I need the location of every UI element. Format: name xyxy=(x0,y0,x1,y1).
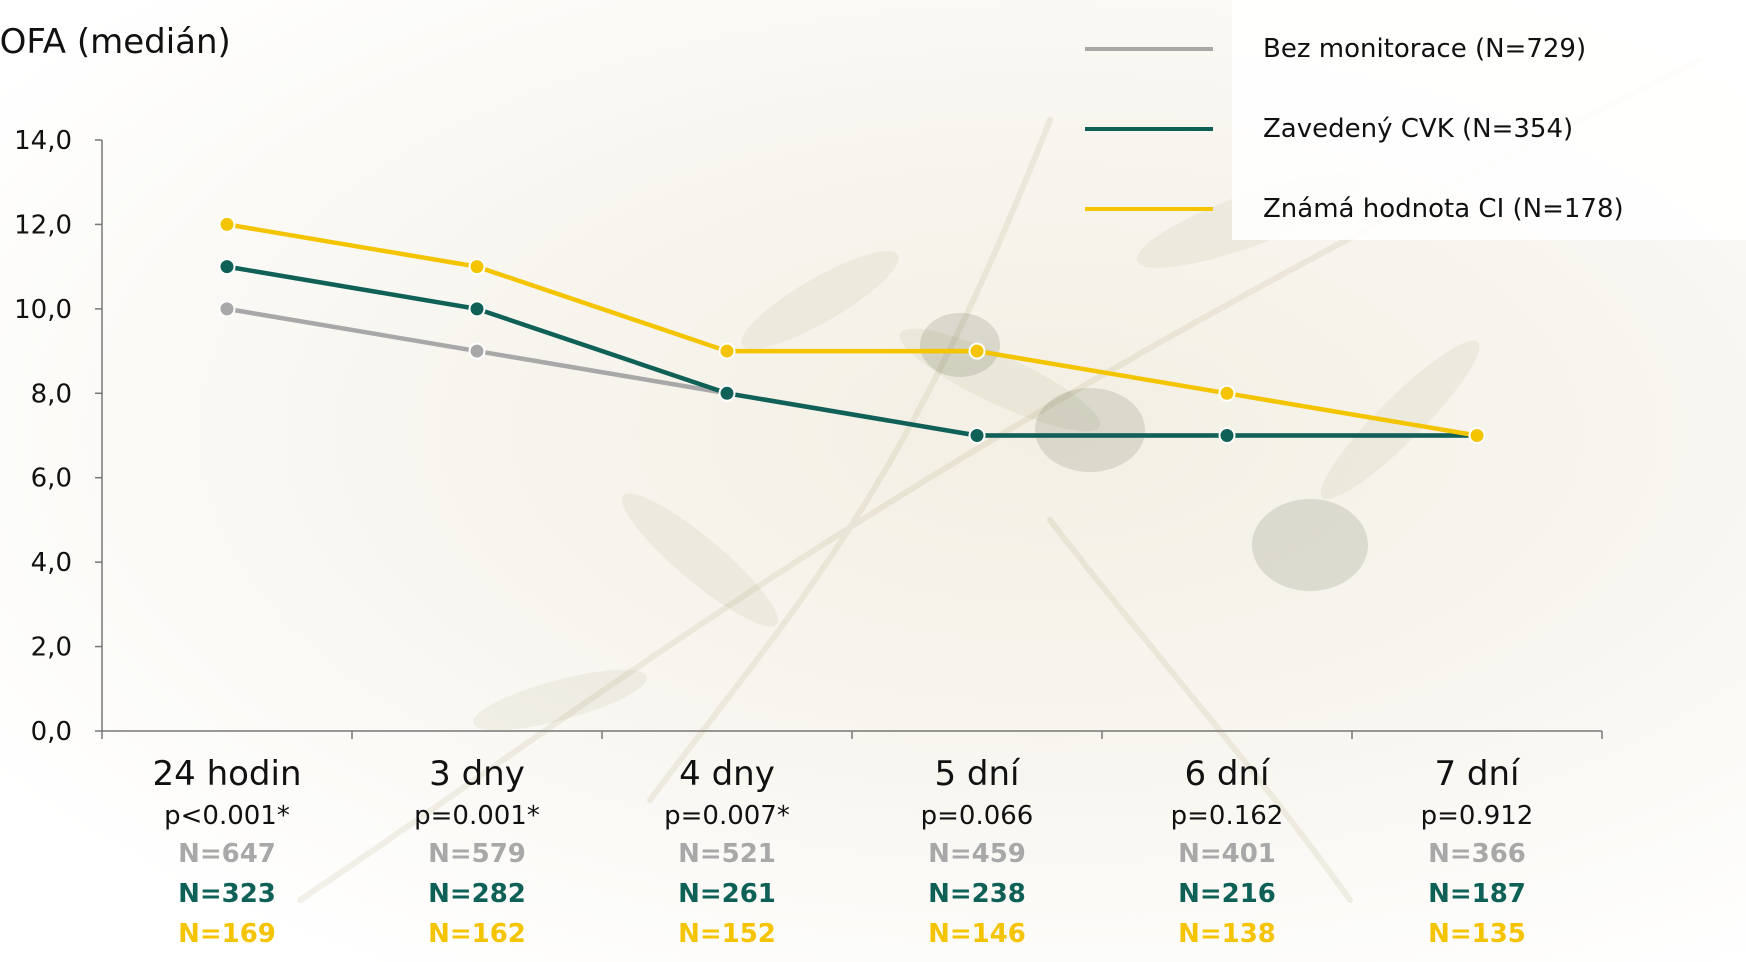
p-value-label: p=0.162 xyxy=(1170,801,1284,831)
x-category-column: 3 dny p=0.001* N=579 N=282 N=162 xyxy=(362,750,592,954)
sample-size-label: N=282 xyxy=(428,879,526,909)
x-category-column: 4 dny p=0.007* N=521 N=261 N=152 xyxy=(612,750,842,954)
data-point xyxy=(968,342,986,360)
p-value-label: p<0.001* xyxy=(164,801,290,831)
x-tick-label: 4 dny xyxy=(679,754,775,794)
data-point xyxy=(718,342,736,360)
x-tick-label: 24 hodin xyxy=(152,754,302,794)
x-tick-label: 6 dní xyxy=(1184,754,1270,794)
legend-item: Známá hodnota CI (N=178) xyxy=(1085,189,1624,229)
data-point xyxy=(218,300,236,318)
x-category-column: 5 dní p=0.066 N=459 N=238 N=146 xyxy=(862,750,1092,954)
sample-size-label: N=401 xyxy=(1178,839,1276,869)
p-value-label: p=0.066 xyxy=(920,801,1034,831)
data-point xyxy=(468,258,486,276)
legend-label: Zavedený CVK (N=354) xyxy=(1263,114,1574,144)
x-category-column: 24 hodin p<0.001* N=647 N=323 N=169 xyxy=(112,750,342,954)
legend-item: Zavedený CVK (N=354) xyxy=(1085,109,1573,149)
y-tick-label: 8,0 xyxy=(31,379,72,409)
sample-size-label: N=261 xyxy=(678,879,776,909)
data-point xyxy=(218,258,236,276)
y-axis-label: SOFA (medián) xyxy=(0,22,231,62)
y-tick-label: 6,0 xyxy=(31,464,72,494)
series-line-1 xyxy=(226,264,1477,438)
sample-size-label: N=187 xyxy=(1428,879,1526,909)
y-tick-label: 14,0 xyxy=(14,126,72,156)
data-point xyxy=(1218,427,1236,444)
series-line-2 xyxy=(226,222,1478,438)
x-tick-label: 3 dny xyxy=(429,754,525,794)
data-point xyxy=(468,300,486,318)
sample-size-label: N=579 xyxy=(428,839,526,869)
legend-swatch xyxy=(1085,47,1213,51)
x-category-column: 7 dní p=0.912 N=366 N=187 N=135 xyxy=(1362,750,1592,954)
legend-swatch xyxy=(1085,127,1213,131)
legend-item: Bez monitorace (N=729) xyxy=(1085,29,1586,69)
x-tick-label: 5 dní xyxy=(934,754,1020,794)
sample-size-label: N=169 xyxy=(178,919,276,949)
sample-size-label: N=238 xyxy=(928,879,1026,909)
y-tick-label: 2,0 xyxy=(31,633,72,663)
sample-size-label: N=521 xyxy=(678,839,776,869)
p-value-label: p=0.001* xyxy=(414,801,540,831)
sample-size-label: N=216 xyxy=(1178,879,1276,909)
legend-background xyxy=(1232,0,1746,240)
data-point xyxy=(218,215,236,233)
sample-size-label: N=138 xyxy=(1178,919,1276,949)
data-point xyxy=(1468,427,1486,444)
x-category-column: 6 dní p=0.162 N=401 N=216 N=138 xyxy=(1112,750,1342,954)
sample-size-label: N=647 xyxy=(178,839,276,869)
data-point xyxy=(468,342,486,360)
sample-size-label: N=146 xyxy=(928,919,1026,949)
sample-size-label: N=162 xyxy=(428,919,526,949)
data-point xyxy=(718,384,736,402)
sample-size-label: N=459 xyxy=(928,839,1026,869)
sample-size-label: N=152 xyxy=(678,919,776,949)
sample-size-label: N=323 xyxy=(178,879,276,909)
legend-label: Známá hodnota CI (N=178) xyxy=(1263,194,1624,224)
y-tick-label: 0,0 xyxy=(31,717,72,747)
legend-label: Bez monitorace (N=729) xyxy=(1263,34,1587,64)
data-point xyxy=(968,427,986,444)
y-tick-label: 10,0 xyxy=(14,295,72,325)
sample-size-label: N=135 xyxy=(1428,919,1526,949)
sample-size-label: N=366 xyxy=(1428,839,1526,869)
x-tick-label: 7 dní xyxy=(1434,754,1520,794)
p-value-label: p=0.912 xyxy=(1420,801,1534,831)
data-point xyxy=(1218,384,1236,402)
y-tick-label: 12,0 xyxy=(14,210,72,240)
legend-swatch xyxy=(1085,207,1213,211)
p-value-label: p=0.007* xyxy=(664,801,790,831)
y-tick-label: 4,0 xyxy=(31,548,72,578)
